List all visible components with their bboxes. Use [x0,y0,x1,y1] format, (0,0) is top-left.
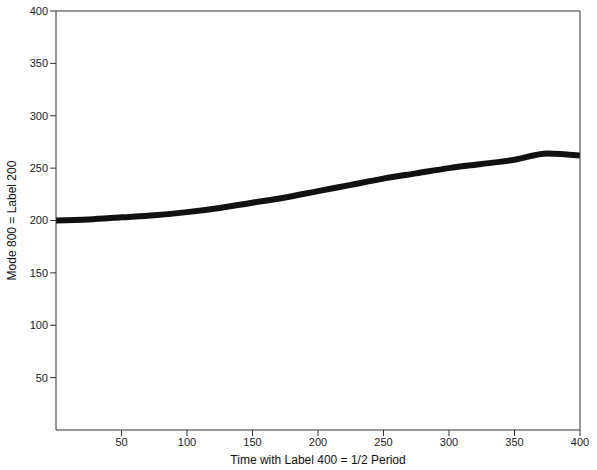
svg-text:150: 150 [30,267,48,279]
svg-text:Mode 800 = Label 200: Mode 800 = Label 200 [5,160,19,280]
svg-text:350: 350 [30,57,48,69]
svg-text:400: 400 [30,5,48,17]
svg-text:300: 300 [440,436,458,448]
svg-text:300: 300 [30,110,48,122]
svg-text:350: 350 [505,436,523,448]
svg-text:200: 200 [30,214,48,226]
svg-text:Time with Label 400 = 1/2 Peri: Time with Label 400 = 1/2 Period [230,453,405,467]
svg-text:50: 50 [115,436,127,448]
svg-text:400: 400 [571,436,589,448]
svg-text:50: 50 [36,372,48,384]
svg-text:150: 150 [243,436,261,448]
svg-text:100: 100 [30,319,48,331]
svg-text:250: 250 [30,162,48,174]
svg-text:200: 200 [309,436,327,448]
svg-text:250: 250 [374,436,392,448]
svg-text:100: 100 [178,436,196,448]
